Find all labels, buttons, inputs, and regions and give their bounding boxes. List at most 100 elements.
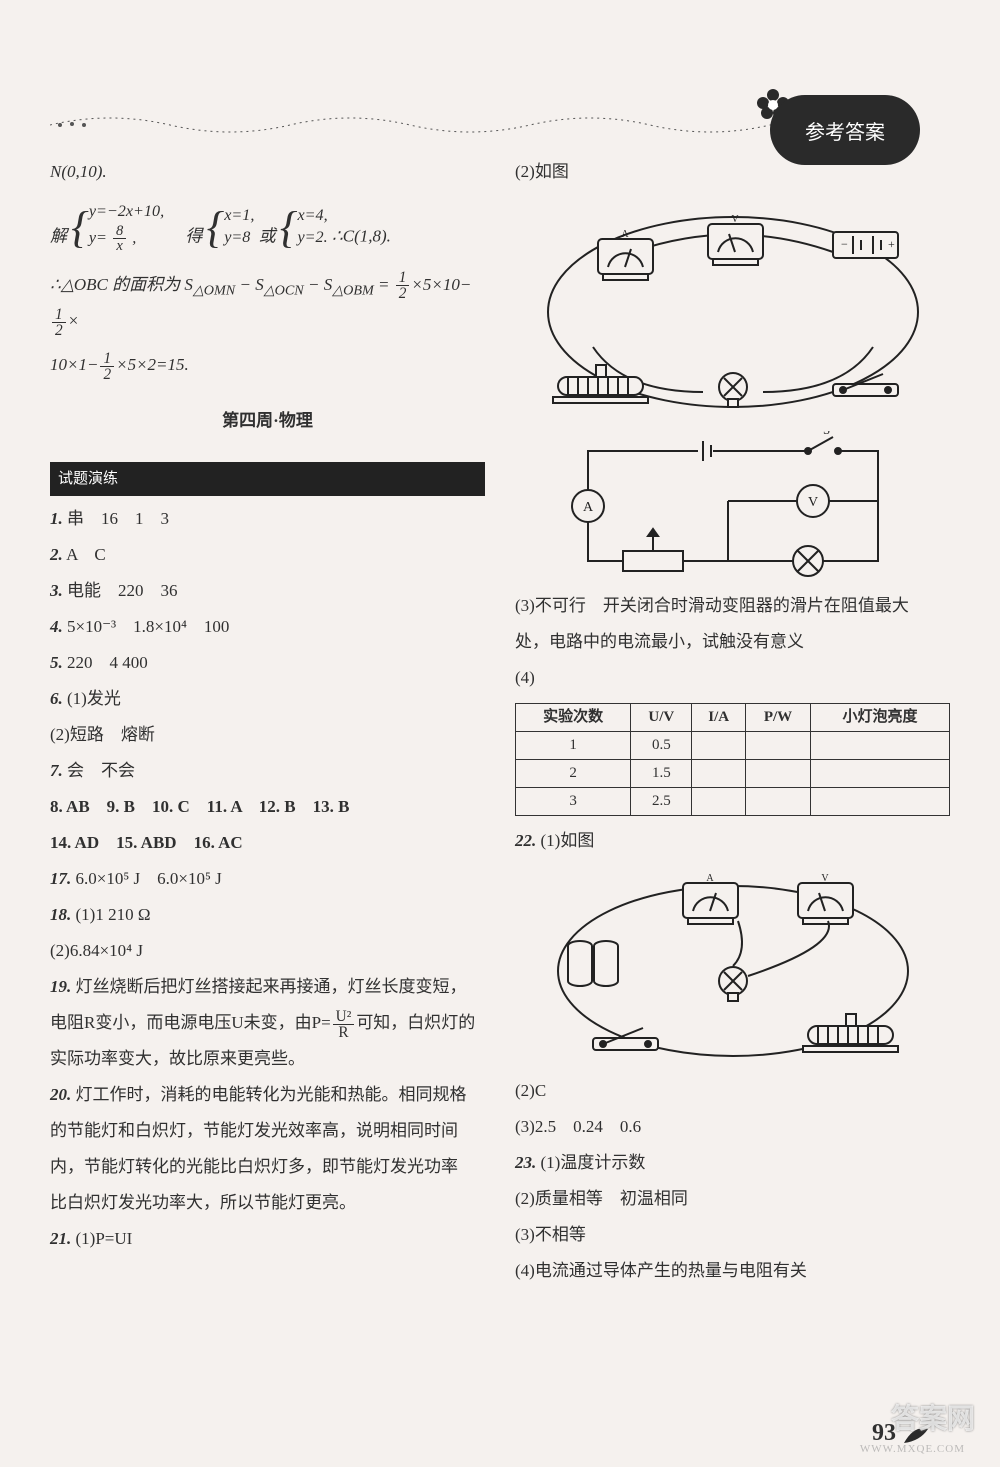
q4: 4. 5×10⁻³ 1.8×10⁴ 100 bbox=[50, 610, 485, 644]
table-row: 21.5 bbox=[516, 760, 950, 788]
q18-2: (2)6.84×10⁴ J bbox=[50, 934, 485, 968]
circuit-3: A V bbox=[515, 866, 950, 1066]
badge-text: 参考答案 bbox=[805, 116, 885, 145]
q20-2: 的节能灯和白炽灯，节能灯发光效率高，说明相同时间 bbox=[50, 1114, 485, 1148]
circuit-3-svg: A V bbox=[538, 866, 928, 1066]
table-body: 10.521.532.5 bbox=[516, 732, 950, 816]
table-cell: 2 bbox=[516, 760, 631, 788]
circuit-2-svg: S A V bbox=[568, 431, 898, 581]
q19c: 实际功率变大，故比原来更亮些。 bbox=[50, 1042, 485, 1076]
system-3: { x=4, y=2. bbox=[280, 205, 328, 250]
a2: A C bbox=[66, 545, 106, 564]
svg-text:A: A bbox=[582, 500, 593, 515]
svg-text:A: A bbox=[706, 873, 714, 884]
a1: 串 16 1 3 bbox=[67, 509, 169, 528]
sys3-a: x=4, bbox=[298, 205, 328, 228]
solve-system: 解 { y=−2x+10, y= 8x , 得 { x=1, y=8 或 bbox=[50, 201, 485, 254]
q7: 7. 会 不会 bbox=[50, 754, 485, 788]
svg-text:S: S bbox=[823, 431, 830, 437]
table-cell bbox=[745, 788, 810, 816]
q8-13: 8. AB 9. B 10. C 11. A 12. B 13. B bbox=[50, 790, 485, 824]
sys3-b: y=2. bbox=[298, 227, 328, 250]
al2: 10×1− bbox=[50, 355, 98, 374]
r3: (3)不可行 开关闭合时滑动变阻器的滑片在阻值最大 bbox=[515, 589, 950, 623]
table-header-row: 实验次数U/VI/AP/W小灯泡亮度 bbox=[516, 704, 950, 732]
q19b: 电阻R变小，而电源电压U未变，由P=U²R可知，白炽灯的 bbox=[50, 1006, 485, 1040]
system-2: { x=1, y=8 bbox=[207, 205, 255, 250]
a23-3: (3)不相等 bbox=[515, 1218, 950, 1252]
table-cell bbox=[692, 760, 745, 788]
svg-text:−: − bbox=[841, 237, 848, 251]
q2: 2. A C bbox=[50, 538, 485, 572]
a23-2: (2)质量相等 初温相同 bbox=[515, 1182, 950, 1216]
circuit-1-svg: A V − + bbox=[533, 197, 933, 417]
a22-2: (2)C bbox=[515, 1074, 950, 1108]
r3b: 处，电路中的电流最小，试触没有意义 bbox=[515, 625, 950, 659]
table-cell bbox=[692, 732, 745, 760]
q17: 17. 6.0×10⁵ J 6.0×10⁵ J bbox=[50, 862, 485, 896]
table-row: 32.5 bbox=[516, 788, 950, 816]
svg-text:V: V bbox=[807, 495, 817, 510]
table-cell bbox=[811, 788, 950, 816]
sys1-line2: y= 8x , bbox=[89, 224, 164, 254]
v3: ×5×2=15. bbox=[116, 355, 189, 374]
table-header-cell: P/W bbox=[745, 704, 810, 732]
u2: U² bbox=[333, 1009, 355, 1025]
table-header-cell: U/V bbox=[631, 704, 692, 732]
frac-n: 8 bbox=[113, 224, 126, 240]
table-cell bbox=[745, 760, 810, 788]
q20-4: 比白炽灯发光功率大，所以节能灯更亮。 bbox=[50, 1186, 485, 1220]
table-cell bbox=[692, 788, 745, 816]
data-table: 实验次数U/VI/AP/W小灯泡亮度 10.521.532.5 bbox=[515, 703, 950, 816]
q23-1: 23. (1)温度计示数 bbox=[515, 1146, 950, 1180]
a23-1: (1)温度计示数 bbox=[541, 1153, 646, 1172]
R: R bbox=[333, 1025, 355, 1040]
q19: 19. 灯丝烧断后把灯丝搭接起来再接通，灯丝长度变短， bbox=[50, 970, 485, 1004]
sys2-b: y=8 bbox=[224, 227, 254, 250]
system-1: { y=−2x+10, y= 8x , bbox=[71, 201, 164, 254]
svg-text:A: A bbox=[621, 229, 629, 240]
eq: = bbox=[374, 275, 394, 294]
a5: 220 4 400 bbox=[67, 653, 148, 672]
left-column: N(0,10). 解 { y=−2x+10, y= 8x , 得 { x=1, … bbox=[50, 155, 485, 1427]
a21: (1)P=UI bbox=[76, 1229, 133, 1248]
v1: ×5×10− bbox=[411, 275, 471, 294]
area-line: ∴△OBC 的面积为 S△OMN − S△OCN − S△OBM = 12×5×… bbox=[50, 268, 485, 339]
sub2: △OCN bbox=[264, 282, 304, 298]
sub1: △OMN bbox=[193, 282, 235, 298]
v2: × bbox=[68, 311, 79, 330]
a22-3: (3)2.5 0.24 0.6 bbox=[515, 1110, 950, 1144]
circuit-2: S A V bbox=[515, 431, 950, 581]
watermark-url: WWW.MXQE.COM bbox=[860, 1443, 965, 1455]
area-line2: 10×1−12×5×2=15. bbox=[50, 348, 485, 382]
table-cell bbox=[811, 732, 950, 760]
a3: 电能 220 36 bbox=[67, 581, 178, 600]
area-text: ∴△OBC 的面积为 S bbox=[50, 275, 193, 294]
right-column: (2)如图 A bbox=[515, 155, 950, 1427]
sys2-a: x=1, bbox=[224, 205, 254, 228]
q1: 1. 串 16 1 3 bbox=[50, 502, 485, 536]
a4: 5×10⁻³ 1.8×10⁴ 100 bbox=[67, 617, 229, 636]
q20-3: 内，节能灯转化的光能比白炽灯多，即节能灯发光功率 bbox=[50, 1150, 485, 1184]
table-cell: 2.5 bbox=[631, 788, 692, 816]
a19b-pre: 电阻R变小，而电源电压U未变，由P= bbox=[50, 1013, 331, 1032]
table-header-cell: 小灯泡亮度 bbox=[811, 704, 950, 732]
a17: 6.0×10⁵ J 6.0×10⁵ J bbox=[76, 869, 222, 888]
circuit-1: A V − + bbox=[515, 197, 950, 417]
header-decoration: 参考答案 bbox=[0, 55, 1000, 135]
solve-label: 解 bbox=[50, 227, 67, 246]
table-cell: 0.5 bbox=[631, 732, 692, 760]
sub3: △OBM bbox=[332, 282, 374, 298]
table-cell: 1.5 bbox=[631, 760, 692, 788]
n-point: N(0,10). bbox=[50, 155, 485, 189]
table-cell: 1 bbox=[516, 732, 631, 760]
sys1-line1: y=−2x+10, bbox=[89, 201, 164, 224]
q5: 5. 220 4 400 bbox=[50, 646, 485, 680]
a19b-post: 可知，白炽灯的 bbox=[356, 1013, 475, 1032]
obtain-label: 得 bbox=[185, 227, 202, 246]
wavy-line bbox=[50, 115, 810, 135]
or-label: 或 bbox=[259, 227, 276, 246]
r4: (4) bbox=[515, 661, 950, 695]
r2: (2)如图 bbox=[515, 155, 950, 189]
q6-2: (2)短路 熔断 bbox=[50, 718, 485, 752]
